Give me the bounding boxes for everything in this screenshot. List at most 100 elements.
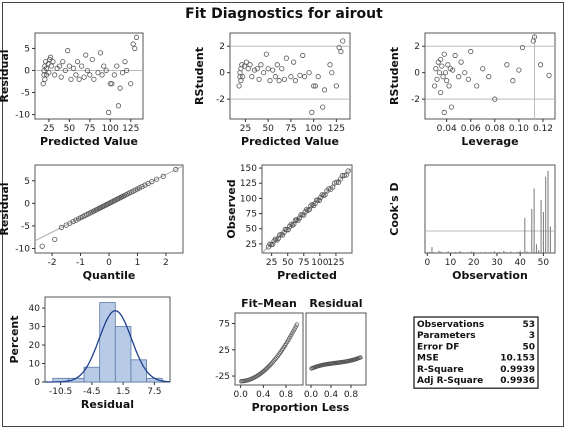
residual-vs-predicted-point — [124, 67, 130, 74]
rstudent-vs-predicted-point — [263, 51, 269, 57]
residual-vs-predicted-point — [40, 81, 46, 87]
rstudent-vs-predicted-point — [283, 55, 289, 61]
cooks-d-x-tick-label: 50 — [538, 258, 550, 268]
residual-vs-predicted-plot: 25 50 75 100 125 -10 -5 0 5 Predicted Value Residu… — [0, 32, 144, 148]
rstudent-vs-leverage-x-tick-label: 0.08 — [485, 124, 505, 134]
rstudent-vs-predicted-point — [274, 62, 280, 68]
residual-histogram-y-tick-label: 20 — [29, 341, 41, 351]
rstudent-vs-predicted-y-label: RStudent — [193, 47, 206, 105]
residual-vs-predicted-point — [52, 72, 58, 78]
fit-statistics-label: Error DF — [417, 342, 459, 352]
rstudent-vs-predicted-point — [281, 76, 288, 82]
residual-vs-predicted-point — [66, 63, 72, 69]
rstudent-vs-predicted-x-tick-label: 75 — [285, 124, 296, 134]
fit-mean-x-tick-label: 0.8 — [279, 390, 294, 400]
rstudent-vs-leverage-point — [436, 70, 443, 76]
residual-vs-predicted-x-tick-label: 75 — [84, 124, 95, 134]
figure-frame — [2, 2, 564, 427]
residual-spread-plot-area — [305, 312, 367, 386]
observed-vs-predicted-x-label: Predicted — [277, 269, 337, 282]
rstudent-vs-predicted-point — [315, 74, 321, 80]
figure-title: Fit Diagnostics for airout — [185, 6, 383, 22]
residual-vs-predicted-point — [56, 63, 63, 69]
residual-qq-x-tick-label: 2 — [163, 258, 169, 268]
residual-vs-predicted-point — [70, 65, 77, 71]
fit-mean-point — [266, 364, 272, 369]
residual-vs-predicted-point — [99, 72, 105, 78]
rstudent-vs-predicted-point — [270, 67, 276, 73]
fit-statistics-value: 0.9939 — [500, 365, 535, 375]
residual-vs-predicted-point — [97, 50, 104, 56]
fit-mean-y-tick-label: 75 — [219, 320, 230, 330]
cooks-d-x-tick-label: 10 — [445, 258, 457, 268]
rstudent-vs-predicted-point — [249, 74, 255, 80]
residual-qq-point — [160, 173, 166, 179]
residual-histogram-bar — [114, 326, 132, 383]
residual-spread-point — [358, 355, 363, 360]
residual-qq-x-tick-label: 0 — [106, 258, 112, 268]
residual-vs-predicted-point — [81, 74, 87, 80]
residual-qq-point — [58, 224, 64, 231]
residual-vs-predicted-point — [130, 41, 136, 47]
residual-histogram-y-tick-label: 30 — [29, 323, 41, 333]
cooks-d-y-label: Cook's D — [388, 182, 401, 235]
residual-qq-point — [149, 179, 155, 185]
rstudent-vs-leverage-y-tick-label: -2 — [411, 95, 420, 105]
rstudent-vs-predicted-point — [239, 62, 245, 68]
observed-vs-predicted-x-tick-label: 50 — [282, 258, 294, 268]
rstudent-vs-predicted-point — [338, 48, 344, 55]
residual-histogram-bar — [99, 302, 116, 383]
residual-vs-predicted-point — [46, 70, 52, 76]
rstudent-vs-leverage-point — [444, 78, 450, 84]
observed-vs-predicted-y-tick-label: 125 — [240, 179, 257, 189]
rstudent-vs-predicted-point — [329, 70, 335, 76]
residual-qq-y-tick-label: -10 — [15, 244, 30, 254]
fit-mean-x-tick-label: 0.0 — [234, 390, 249, 400]
rstudent-vs-predicted-point — [236, 83, 242, 89]
residual-histogram-y-tick-label: 0 — [34, 378, 40, 388]
observed-vs-predicted-x-tick-label: 125 — [327, 258, 344, 268]
rstudent-vs-predicted-point — [279, 66, 285, 72]
residual-vs-predicted-point — [106, 109, 112, 115]
residual-vs-predicted-y-label: Residual — [0, 49, 11, 102]
rstudent-vs-leverage-plot: 0.04 0.06 0.08 0.10 0.12 -2 0 2 Leverage RStudent — [388, 32, 556, 148]
residual-vs-predicted-plot-area — [34, 32, 144, 120]
rstudent-vs-predicted-point — [256, 76, 262, 82]
residual-vs-predicted-point — [76, 76, 82, 82]
fit-mean-point — [272, 358, 277, 363]
rstudent-vs-predicted-x-tick-label: 50 — [262, 124, 274, 134]
rstudent-vs-predicted-point — [251, 67, 258, 73]
rstudent-vs-leverage-point — [440, 74, 446, 80]
residual-vs-predicted-point — [95, 70, 101, 76]
observed-vs-predicted-y-tick-label: 150 — [240, 164, 257, 174]
residual-histogram-x-tick-label: 7.5 — [147, 387, 161, 397]
rstudent-vs-predicted-point — [272, 74, 279, 80]
fit-mean-point — [293, 324, 298, 329]
residual-vs-predicted-point — [122, 59, 128, 65]
rstudent-vs-predicted-y-tick-label: 0 — [219, 69, 225, 79]
rstudent-vs-leverage-point — [445, 62, 451, 68]
residual-qq-y-tick-label: -5 — [21, 222, 30, 232]
rstudent-vs-leverage-x-tick-label: 0.12 — [533, 124, 553, 134]
residual-histogram-normal-curve — [45, 310, 171, 383]
observed-vs-predicted-x-tick-label: 100 — [311, 258, 328, 268]
residual-spread-plot: 0.0 0.4 0.8 Residual Proportion Less — [252, 297, 367, 414]
rstudent-vs-leverage-plot-area — [424, 32, 556, 120]
residual-histogram-x-tick-label: -4.5 — [83, 387, 101, 397]
residual-vs-predicted-x-label: Predicted Value — [40, 135, 138, 148]
rstudent-vs-leverage-point — [516, 67, 522, 73]
rstudent-vs-leverage-x-tick-label: 0.06 — [461, 124, 481, 134]
residual-histogram-x-label: Residual — [81, 398, 134, 411]
residual-vs-predicted-point — [89, 56, 95, 63]
observed-vs-predicted-x-tick-label: 75 — [298, 258, 309, 268]
residual-vs-predicted-y-tick-label: 5 — [24, 44, 30, 54]
fit-mean-point — [292, 326, 297, 331]
residual-vs-predicted-point — [68, 76, 74, 82]
observed-vs-predicted-point — [339, 173, 345, 179]
observed-vs-predicted-y-tick-label: 25 — [246, 240, 257, 250]
residual-vs-predicted-point — [91, 76, 97, 82]
fit-statistics-value: 50 — [522, 342, 535, 352]
residual-qq-point — [39, 243, 45, 249]
